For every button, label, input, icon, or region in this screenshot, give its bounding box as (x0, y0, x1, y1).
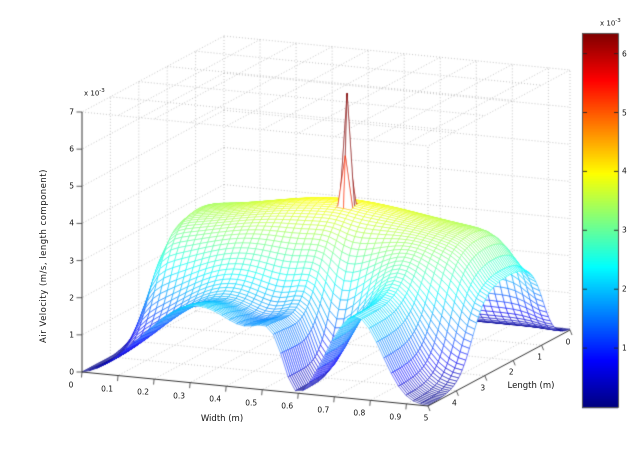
z-tick-label: 2 (69, 293, 74, 303)
colorbar-tick-label: 2 (622, 284, 627, 294)
colorbar-exponent: x 10-3 (600, 18, 621, 27)
z-tick-label: 1 (69, 330, 74, 340)
z-tick-label: 4 (69, 218, 74, 228)
z-axis-label: Air Velocity (m/s, length component) (39, 169, 49, 343)
z-axis-exponent: x 10-3 (84, 88, 105, 97)
y-tick-label: 0 (565, 337, 571, 347)
y-tick-label: 4 (452, 398, 457, 408)
y-tick-label: 1 (537, 352, 542, 362)
x-tick-label: 0.6 (281, 401, 294, 411)
z-tick-label: 3 (69, 256, 74, 266)
z-tick-label: 6 (69, 144, 74, 154)
x-tick-label: 0.1 (101, 384, 113, 394)
z-tick-label: 5 (69, 181, 74, 191)
x-tick-label: 0.8 (353, 408, 366, 418)
colorbar-exponent-base: x 10 (600, 19, 616, 28)
z-exponent-power: -3 (99, 88, 105, 94)
z-tick-label: 7 (69, 107, 74, 117)
y-tick-label: 3 (480, 383, 486, 393)
x-tick-label: 0.2 (137, 387, 150, 397)
x-tick-label: 0.3 (173, 391, 186, 401)
x-tick-label: 0.9 (389, 412, 402, 422)
x-axis-label: Width (m) (200, 414, 244, 424)
colorbar-exponent-power: -3 (615, 18, 621, 24)
x-tick-label: 0.5 (245, 398, 258, 408)
x-tick-label: 0 (68, 380, 74, 390)
y-tick-label: 2 (508, 367, 514, 377)
colorbar-tick-label: 3 (622, 225, 627, 235)
y-tick-label: 5 (423, 413, 429, 423)
colorbar-tick-label: 5 (622, 108, 627, 117)
x-tick-label: 0.7 (317, 405, 330, 415)
x-tick-label: 0.4 (209, 394, 222, 404)
colorbar-tick-label: 4 (622, 166, 627, 176)
colorbar-tick-label: 1 (622, 343, 627, 353)
z-tick-label: 0 (69, 367, 74, 377)
z-exponent-base: x 10 (84, 89, 100, 98)
y-axis-label: Length (m) (507, 381, 555, 391)
colorbar-tick-label: 6 (622, 49, 627, 59)
